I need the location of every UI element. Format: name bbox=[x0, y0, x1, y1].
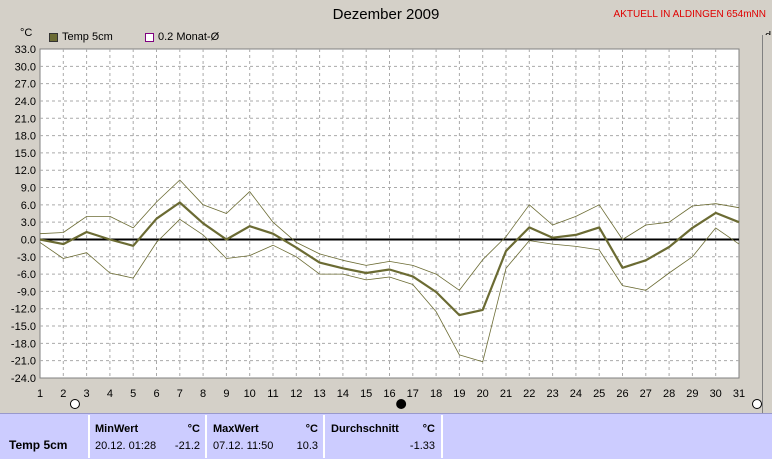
x-tick-label: 14 bbox=[337, 388, 349, 400]
x-tick-label: 7 bbox=[177, 388, 183, 400]
y-tick-label: -15.0 bbox=[11, 321, 36, 333]
x-tick-label: 8 bbox=[200, 388, 206, 400]
x-tick-label: 22 bbox=[523, 388, 535, 400]
min-cell: MinWert °C 20.12. 01:28 -21.2 bbox=[88, 415, 205, 458]
x-tick-label: 4 bbox=[107, 388, 113, 400]
y-tick-label: 24.0 bbox=[15, 96, 36, 108]
legend-label: Temp 5cm bbox=[62, 31, 113, 43]
y-tick-label: -18.0 bbox=[11, 338, 36, 350]
x-tick-label: 18 bbox=[430, 388, 442, 400]
x-tick-label: 29 bbox=[686, 388, 698, 400]
x-tick-label: 10 bbox=[244, 388, 256, 400]
x-tick-label: 24 bbox=[570, 388, 582, 400]
station-label: AKTUELL IN ALDINGEN 654mNN bbox=[613, 9, 766, 20]
y-tick-label: 6.0 bbox=[21, 200, 36, 212]
x-tick-label: 31 bbox=[733, 388, 745, 400]
x-tick-label: 5 bbox=[130, 388, 136, 400]
y-tick-label: 15.0 bbox=[15, 148, 36, 160]
y-tick-label: 12.0 bbox=[15, 165, 36, 177]
max-time: 07.12. 11:50 bbox=[213, 440, 274, 452]
x-tick-label: 28 bbox=[663, 388, 675, 400]
x-tick-label: 25 bbox=[593, 388, 605, 400]
y-tick-label: -12.0 bbox=[11, 304, 36, 316]
min-unit: °C bbox=[187, 423, 200, 435]
empty-cell bbox=[441, 415, 756, 458]
max-value: 10.3 bbox=[296, 440, 318, 452]
x-tick-label: 6 bbox=[153, 388, 159, 400]
y-tick-label: 18.0 bbox=[15, 131, 36, 143]
max-unit: °C bbox=[305, 423, 318, 435]
y-tick-label: 9.0 bbox=[21, 183, 36, 195]
x-tick-label: 16 bbox=[383, 388, 395, 400]
average-header: Durchschnitt bbox=[331, 423, 399, 435]
y-tick-label: 21.0 bbox=[15, 113, 36, 125]
y-tick-label: 33.0 bbox=[15, 44, 36, 56]
new-moon-icon bbox=[396, 399, 407, 409]
y-tick-label: 0.0 bbox=[21, 234, 36, 246]
y-tick-label: 27.0 bbox=[15, 79, 36, 91]
legend-item-temp[interactable]: Temp 5cm bbox=[49, 31, 113, 43]
x-tick-label: 1 bbox=[37, 388, 43, 400]
x-tick-label: 2 bbox=[60, 388, 66, 400]
x-tick-label: 23 bbox=[546, 388, 558, 400]
y-axis-unit: °C bbox=[20, 27, 33, 39]
x-tick-label: 13 bbox=[313, 388, 325, 400]
x-tick-label: 21 bbox=[500, 388, 512, 400]
max-header: MaxWert bbox=[213, 423, 259, 435]
x-tick-label: 9 bbox=[223, 388, 229, 400]
series-line-range bbox=[39, 179, 740, 291]
footer-row-label: Temp 5cm bbox=[9, 438, 68, 452]
legend-item-average[interactable]: 0.2 Monat-Ø bbox=[145, 31, 219, 43]
x-tick-label: 30 bbox=[710, 388, 722, 400]
y-tick-label: -9.0 bbox=[17, 286, 36, 298]
average-value: -1.33 bbox=[409, 440, 435, 452]
max-cell: MaxWert °C 07.12. 11:50 10.3 bbox=[205, 415, 323, 458]
min-header: MinWert bbox=[95, 423, 139, 435]
legend-swatch bbox=[49, 32, 58, 42]
x-tick-label: 15 bbox=[360, 388, 372, 400]
y-tick-label: -3.0 bbox=[17, 252, 36, 264]
legend-swatch bbox=[145, 32, 154, 42]
x-tick-label: 11 bbox=[267, 388, 278, 400]
legend-label: 0.2 Monat-Ø bbox=[158, 31, 220, 43]
x-tick-label: 27 bbox=[640, 388, 652, 400]
average-cell: Durchschnitt °C -1.33 bbox=[323, 415, 441, 458]
x-tick-label: 20 bbox=[477, 388, 489, 400]
chart-title: Dezember 2009 bbox=[332, 6, 440, 23]
temperature-chart: 33.030.027.024.021.018.015.012.09.06.03.… bbox=[11, 44, 762, 409]
x-tick-label: 19 bbox=[453, 388, 465, 400]
x-tick-label: 3 bbox=[84, 388, 90, 400]
y-tick-label: -21.0 bbox=[11, 356, 36, 368]
y-tick-label: -6.0 bbox=[17, 269, 36, 281]
x-tick-label: 12 bbox=[290, 388, 302, 400]
right-panel-edge bbox=[762, 35, 772, 413]
y-tick-label: 3.0 bbox=[21, 217, 36, 229]
series-line-range bbox=[39, 218, 740, 363]
min-time: 20.12. 01:28 bbox=[95, 440, 157, 452]
series-line-temp bbox=[39, 201, 740, 317]
half-moon-icon bbox=[752, 399, 762, 409]
full-moon-icon bbox=[69, 399, 80, 409]
y-tick-label: 30.0 bbox=[15, 61, 36, 73]
min-value: -21.2 bbox=[174, 440, 200, 452]
x-tick-label: 17 bbox=[407, 388, 419, 400]
x-tick-label: 26 bbox=[616, 388, 628, 400]
y-tick-label: -24.0 bbox=[11, 373, 36, 385]
average-unit: °C bbox=[422, 423, 435, 435]
